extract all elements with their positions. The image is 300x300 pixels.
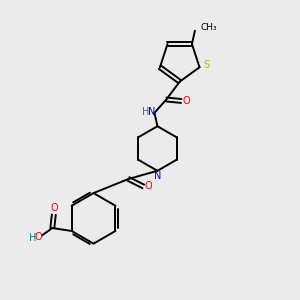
Text: O: O — [145, 182, 152, 191]
Text: S: S — [203, 60, 209, 70]
Text: H: H — [142, 107, 150, 117]
Text: H: H — [29, 233, 36, 243]
Text: N: N — [154, 171, 161, 181]
Text: O: O — [34, 232, 42, 242]
Text: N: N — [148, 107, 156, 117]
Text: O: O — [183, 96, 190, 106]
Text: O: O — [50, 203, 58, 213]
Text: CH₃: CH₃ — [200, 23, 217, 32]
